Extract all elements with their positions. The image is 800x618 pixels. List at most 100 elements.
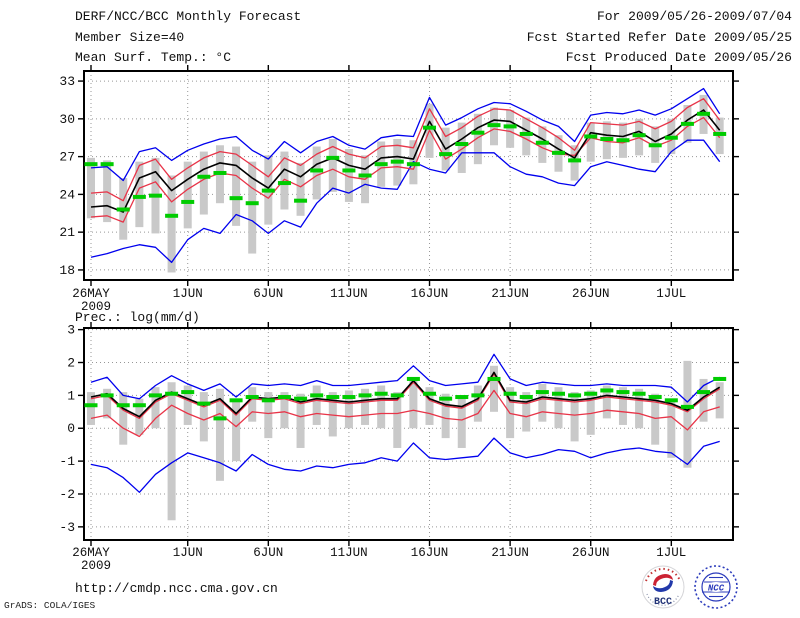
spread-bar [135,161,144,228]
climatology-dash [455,142,469,147]
climatology-dash [632,133,646,138]
climatology-dash [229,196,243,201]
x-tick-label: 11JUN [330,287,368,301]
series-line-ensemble-max [90,87,721,182]
climatology-dash [326,395,340,400]
x-tick-label: 16JUN [411,287,449,301]
bcc-logo-blue-swirl [653,580,673,592]
series-line-lower-quartile [90,389,720,438]
spread-bar [409,378,418,429]
climatology-dash [358,173,372,178]
spread-bar [699,378,708,422]
spread-bar [296,393,305,448]
climatology-dash [600,136,614,141]
y-tick-label: 18 [59,263,75,278]
climatology-dash [406,162,420,167]
spread-bar [586,390,595,435]
x-tick-label: 26MAY [72,546,110,560]
spread-bar [87,157,95,219]
forecast-period-label: For 2009/05/26-2009/07/04 [596,9,792,24]
y-tick-label: 1 [67,388,75,403]
climatology-dash [342,395,356,400]
spread-bar [199,392,208,442]
y-tick-label: -1 [59,454,75,469]
series-line-upper-quartile [90,373,721,420]
climatology-dash [616,138,630,143]
spread-bar [538,383,547,422]
spread-bar [683,360,692,468]
x-tick-label: 1JUN [173,287,203,301]
climatology-dash [680,121,694,126]
y-tick-label: 24 [59,187,75,202]
climatology-dash [680,404,694,409]
climatology-dash [568,158,582,163]
climatology-dash [181,390,195,395]
footer-logos: BCC NCC [641,565,738,609]
climatology-dash [374,162,388,167]
spread-bar [570,392,579,442]
spread-bar [167,382,176,521]
spread-bar [199,151,208,215]
x-tick-label: 11JUN [330,546,368,560]
spread-bar [103,160,112,223]
spread-bar [328,138,337,192]
climatology-dash [471,393,485,398]
climatology-dash [100,393,114,398]
climatology-dash [358,393,372,398]
climatology-dash [551,391,565,396]
spread-bar [183,385,192,425]
climatology-dash [697,111,711,116]
climatology-dash [713,376,727,381]
temp-chart-title: Mean Surf. Temp.: °C [75,50,232,65]
x-tick-year-label: 2009 [81,559,111,573]
spread-bar [264,392,273,439]
climatology-dash [181,199,195,204]
spread-bar [715,382,724,419]
y-tick-label: -2 [59,487,75,502]
climatology-dash [648,395,662,400]
climatology-dash [551,150,565,155]
x-tick-label: 16JUN [411,546,449,560]
spread-bar [328,392,337,437]
climatology-dash [584,134,598,139]
spread-bar [344,390,353,429]
climatology-dash [390,159,404,164]
climatology-dash [374,391,388,396]
climatology-dash [197,401,211,406]
climatology-dash [310,168,324,173]
climatology-dash [213,416,227,421]
prec-chart-title: Prec.: log(mm/d) [75,310,200,325]
spread-bar [183,161,192,229]
refer-date-label: Fcst Started Refer Date 2009/05/25 [526,30,792,45]
climatology-dash [148,193,162,198]
climatology-dash [713,131,727,136]
spread-bar [119,392,128,445]
climatology-dash [503,124,517,129]
climatology-dash [503,391,517,396]
climatology-dash [487,123,501,128]
climatology-dash [423,391,437,396]
spread-bar [167,175,176,273]
spread-bar [393,392,402,448]
climatology-dash [584,391,598,396]
bcc-logo-top-arc [645,567,681,582]
climatology-dash [261,398,275,403]
climatology-dash [455,395,469,400]
chart-frame [83,327,734,541]
spread-bar [151,387,160,429]
spread-bar [232,398,241,462]
spread-bar [651,393,660,445]
spread-bar [280,151,289,210]
climatology-dash [277,181,291,186]
ncc-logo: NCC [694,565,738,609]
climatology-dash [213,170,227,175]
spread-bar [602,385,611,419]
y-tick-label: 2 [67,356,75,371]
series-line-ensemble-min [90,139,721,264]
climatology-dash [616,390,630,395]
spread-bar [586,122,595,162]
x-tick-label: 21JUN [491,546,529,560]
member-size-label: Member Size=40 [75,30,185,45]
x-tick-label: 6JUN [253,287,283,301]
